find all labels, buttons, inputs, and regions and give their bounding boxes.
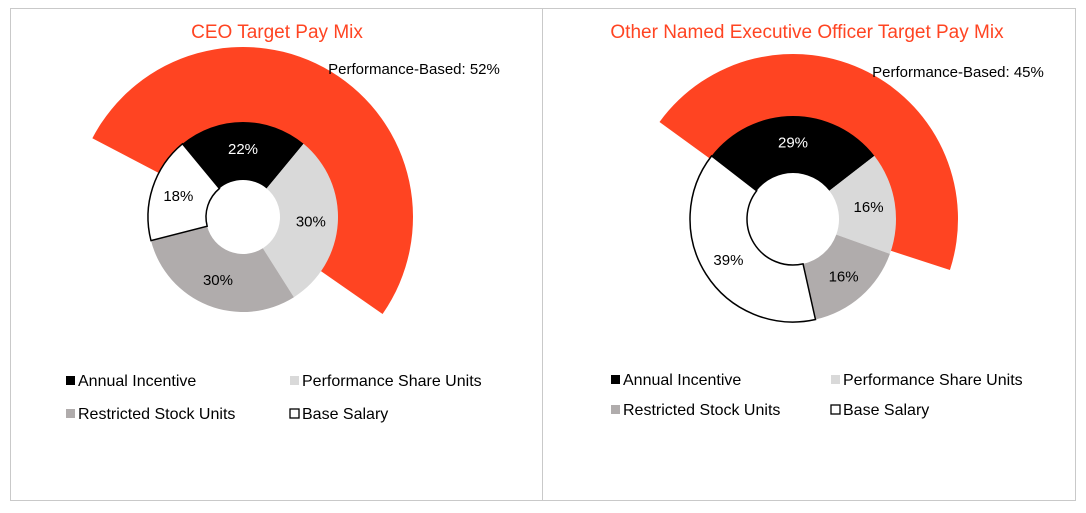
- slice-performance-share-units: [829, 155, 896, 254]
- legend-label-annual-incentive: Annual Incentive: [623, 372, 741, 389]
- legend-swatch-base-salary: [830, 404, 841, 415]
- legend-swatch-base-salary: [289, 408, 300, 419]
- data-label-performance-share-units: 16%: [854, 199, 884, 216]
- legend-label-base-salary: Base Salary: [843, 402, 929, 419]
- data-label-restricted-stock-units: 30%: [203, 272, 233, 289]
- legend-label-restricted-stock-units: Restricted Stock Units: [623, 402, 780, 419]
- slice-performance-share-units: [262, 143, 339, 298]
- legend-swatch-restricted-stock-units: [66, 409, 75, 418]
- legend-swatch-annual-incentive: [611, 375, 620, 384]
- neo-chart-legend: Annual Incentive Performance Share Units…: [611, 372, 1023, 419]
- data-label-performance-share-units: 30%: [296, 213, 326, 230]
- ceo-chart-legend: Annual Incentive Performance Share Units…: [66, 373, 482, 423]
- slice-annual-incentive: [182, 121, 304, 189]
- slice-annual-incentive: [711, 115, 875, 191]
- neo-performance-based-annotation: Performance-Based: 45%: [872, 64, 1044, 81]
- data-label-annual-incentive: 29%: [778, 135, 808, 152]
- data-label-annual-incentive: 22%: [228, 141, 258, 158]
- performance-based-arc: [659, 54, 958, 270]
- data-label-restricted-stock-units: 16%: [829, 268, 859, 285]
- slice-base-salary: [147, 142, 221, 242]
- ceo-performance-based-annotation: Performance-Based: 52%: [328, 61, 500, 78]
- legend-swatch-performance-share-units: [290, 376, 299, 385]
- slice-restricted-stock-units: [803, 234, 890, 320]
- ceo-doughnut: 22% 30% 30% 18%: [92, 47, 413, 315]
- neo-doughnut: 29% 16% 16% 39%: [659, 54, 958, 323]
- legend-label-base-salary: Base Salary: [302, 406, 388, 423]
- legend-label-restricted-stock-units: Restricted Stock Units: [78, 406, 235, 423]
- slice-restricted-stock-units: [150, 226, 294, 312]
- legend-swatch-restricted-stock-units: [611, 405, 620, 414]
- data-label-base-salary: 39%: [713, 252, 743, 269]
- data-label-base-salary: 18%: [163, 188, 193, 205]
- slice-base-salary: [689, 154, 817, 323]
- legend-label-annual-incentive: Annual Incentive: [78, 373, 196, 390]
- ceo-chart-title: CEO Target Pay Mix: [191, 22, 363, 43]
- legend-swatch-annual-incentive: [66, 376, 75, 385]
- neo-chart-title: Other Named Executive Officer Target Pay…: [610, 22, 1004, 43]
- legend-label-performance-share-units: Performance Share Units: [302, 373, 482, 390]
- legend-swatch-performance-share-units: [831, 375, 840, 384]
- legend-label-performance-share-units: Performance Share Units: [843, 372, 1023, 389]
